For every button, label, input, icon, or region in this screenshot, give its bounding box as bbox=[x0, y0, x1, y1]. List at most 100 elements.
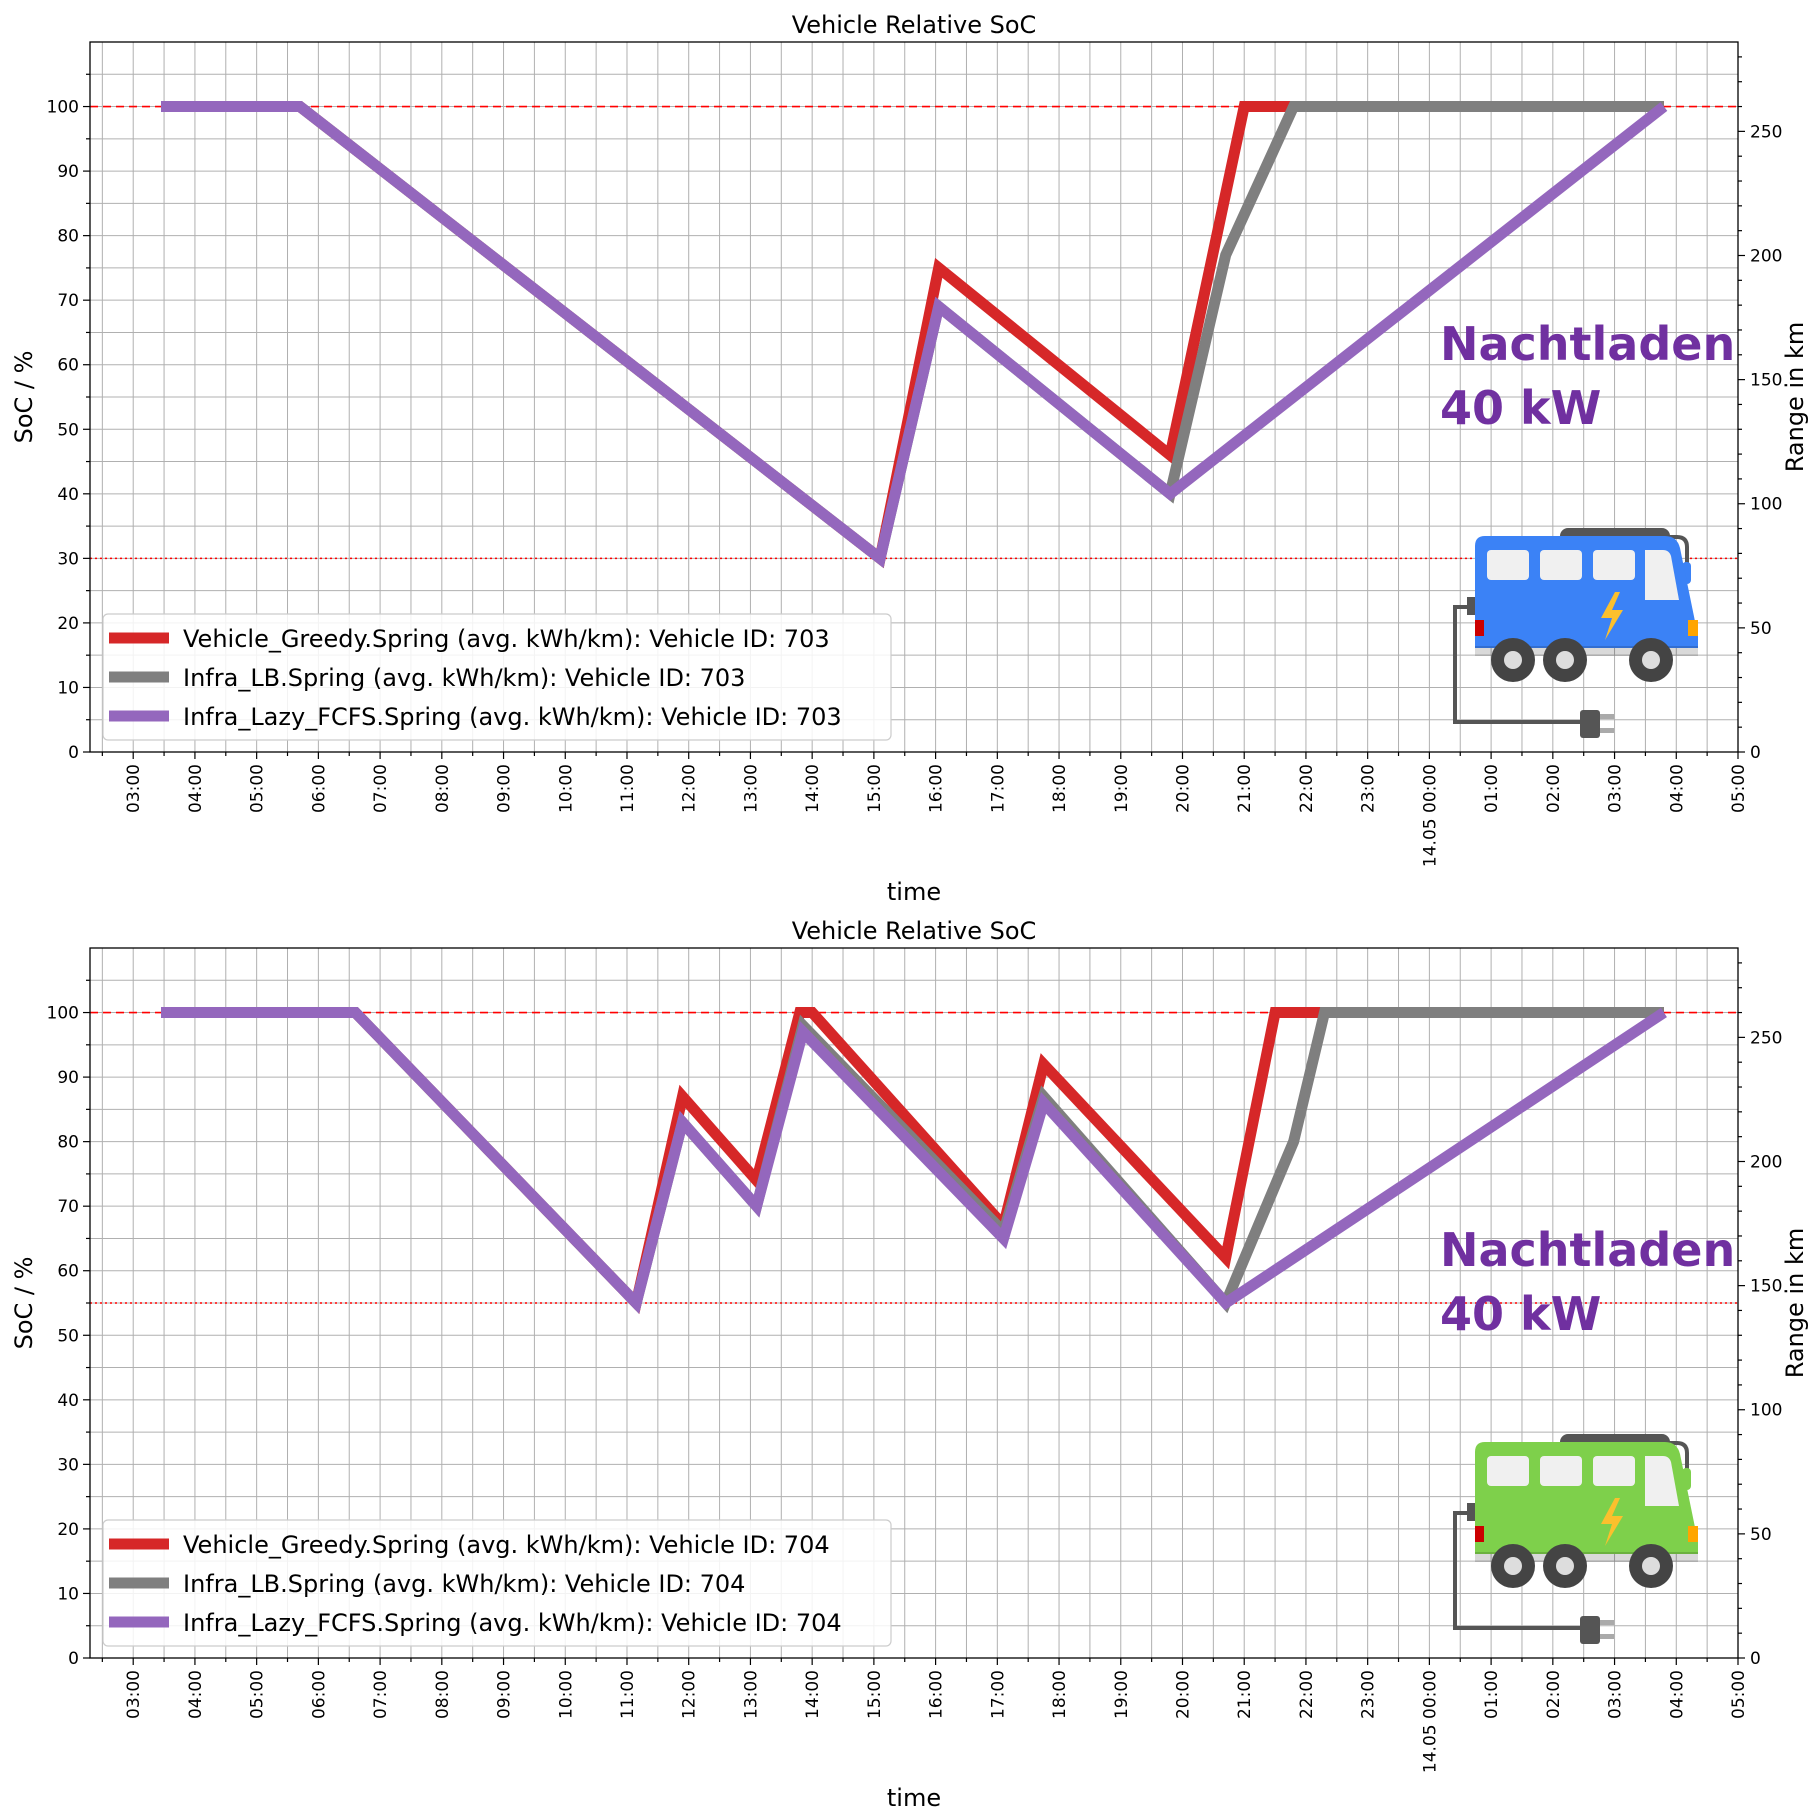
bus-window bbox=[1593, 1456, 1635, 1486]
annotation-line-2: 40 kW bbox=[1440, 381, 1601, 435]
x-tick-label: 06:00 bbox=[309, 764, 329, 813]
x-tick-label: 19:00 bbox=[1112, 1670, 1132, 1719]
y-tick-label: 50 bbox=[57, 1326, 79, 1346]
plug-body bbox=[1580, 1616, 1600, 1644]
x-tick-label: 22:00 bbox=[1297, 764, 1317, 813]
y-tick-label: 80 bbox=[57, 1133, 79, 1153]
lightning-bolt-icon bbox=[1601, 592, 1623, 640]
x-tick-label: 04:00 bbox=[186, 764, 206, 813]
x-tick-label: 07:00 bbox=[371, 764, 391, 813]
legend-box bbox=[102, 613, 892, 741]
y-tick-label: 20 bbox=[57, 614, 79, 634]
y2-tick-label: 50 bbox=[1750, 619, 1772, 639]
x-tick-label: 14:00 bbox=[803, 1670, 823, 1719]
y-tick-label: 90 bbox=[57, 1068, 79, 1088]
plug-pin bbox=[1600, 1634, 1614, 1639]
x-tick-label: 01:00 bbox=[1482, 764, 1502, 813]
y2-tick-label: 150 bbox=[1750, 1277, 1782, 1297]
legend-box bbox=[102, 1519, 892, 1647]
y-axis-label: SoC / % bbox=[10, 351, 38, 444]
x-tick-label: 03:00 bbox=[1606, 764, 1626, 813]
y-tick-label: 60 bbox=[57, 1262, 79, 1282]
x-tick-label: 20:00 bbox=[1173, 764, 1193, 813]
x-tick-label: 05:00 bbox=[1729, 1670, 1749, 1719]
y-tick-label: 0 bbox=[68, 1649, 79, 1669]
y2-tick-label: 0 bbox=[1750, 743, 1761, 763]
y2-axis-label: Range in km bbox=[1781, 1228, 1809, 1378]
head-light bbox=[1688, 620, 1698, 636]
x-tick-label: 03:00 bbox=[124, 764, 144, 813]
charging-cable bbox=[1453, 605, 1585, 724]
x-tick-label: 04:00 bbox=[186, 1670, 206, 1719]
chart-1: 0 10 20 30 40 50 60 70 80 90 100 0 50 100 150 200 250 03:… bbox=[10, 11, 1809, 906]
plug-pin bbox=[1600, 714, 1614, 719]
y-tick-label: 60 bbox=[57, 356, 79, 376]
x-tick-label: 03:00 bbox=[124, 1670, 144, 1719]
x-tick-label: 05:00 bbox=[1729, 764, 1749, 813]
x-tick-label: 20:00 bbox=[1173, 1670, 1193, 1719]
bus-window bbox=[1487, 1456, 1529, 1486]
electric-bus-icon bbox=[1453, 528, 1698, 738]
windshield bbox=[1645, 550, 1679, 600]
x-tick-label: 13:00 bbox=[741, 1670, 761, 1719]
bus-window bbox=[1593, 550, 1635, 580]
y-axis-left: 0 10 20 30 40 50 60 70 80 90 100 bbox=[47, 73, 90, 763]
x-tick-label: 18:00 bbox=[1050, 1670, 1070, 1719]
legend-entry-2: Infra_LB.Spring (avg. kWh/km): Vehicle I… bbox=[183, 664, 745, 692]
y2-tick-label: 250 bbox=[1750, 1028, 1782, 1048]
x-axis: 03:00 04:00 05:00 06:00 07:00 08:00 09:00 10:00… bbox=[101, 1658, 1749, 1773]
y2-tick-label: 250 bbox=[1750, 122, 1782, 142]
x-tick-label: 11:00 bbox=[618, 764, 638, 813]
x-tick-label: 05:00 bbox=[248, 1670, 268, 1719]
bus-skirt bbox=[1475, 646, 1698, 656]
y-tick-label: 100 bbox=[47, 98, 79, 118]
y-axis-label: SoC / % bbox=[10, 1257, 38, 1350]
x-tick-label: 09:00 bbox=[495, 764, 515, 813]
y-tick-label: 0 bbox=[68, 743, 79, 763]
plug-body bbox=[1580, 710, 1600, 738]
x-tick-label: 19:00 bbox=[1112, 764, 1132, 813]
x-tick-label: 23:00 bbox=[1359, 764, 1379, 813]
head-light bbox=[1688, 1526, 1698, 1542]
y2-tick-label: 50 bbox=[1750, 1525, 1772, 1545]
y-tick-label: 50 bbox=[57, 420, 79, 440]
x-tick-label: 08:00 bbox=[433, 1670, 453, 1719]
windshield bbox=[1645, 1456, 1679, 1506]
annotation-line-1: Nachtladen bbox=[1440, 317, 1735, 371]
y-tick-label: 10 bbox=[57, 678, 79, 698]
legend-entry-2: Infra_LB.Spring (avg. kWh/km): Vehicle I… bbox=[183, 1570, 745, 1598]
y2-tick-label: 200 bbox=[1750, 246, 1782, 266]
x-tick-label: 21:00 bbox=[1235, 1670, 1255, 1719]
x-tick-label: 15:00 bbox=[865, 1670, 885, 1719]
y2-tick-label: 0 bbox=[1750, 1649, 1761, 1669]
y-tick-label: 10 bbox=[57, 1584, 79, 1604]
annotation-line-1: Nachtladen bbox=[1440, 1223, 1735, 1277]
tail-light bbox=[1475, 620, 1484, 636]
x-tick-label: 07:00 bbox=[371, 1670, 391, 1719]
wheel-hub bbox=[1556, 651, 1574, 669]
y-tick-label: 20 bbox=[57, 1520, 79, 1540]
plug-pin bbox=[1600, 728, 1614, 733]
bus-window bbox=[1487, 550, 1529, 580]
y-tick-label: 40 bbox=[57, 1391, 79, 1411]
y-tick-label: 100 bbox=[47, 1004, 79, 1024]
x-tick-label: 06:00 bbox=[309, 1670, 329, 1719]
legend-entry-3: Infra_Lazy_FCFS.Spring (avg. kWh/km): Ve… bbox=[183, 703, 842, 731]
plug-pin bbox=[1600, 1620, 1614, 1625]
wheel-hub bbox=[1504, 651, 1522, 669]
x-tick-label: 17:00 bbox=[988, 1670, 1008, 1719]
bus-window bbox=[1540, 1456, 1582, 1486]
tail-light bbox=[1475, 1526, 1484, 1542]
y-axis-right: 0 50 100 150 200 250 bbox=[1738, 56, 1782, 763]
x-tick-label: 23:00 bbox=[1359, 1670, 1379, 1719]
x-tick-label: 14.05 00:00 bbox=[1420, 764, 1440, 867]
x-tick-label: 02:00 bbox=[1544, 1670, 1564, 1719]
x-tick-label: 04:00 bbox=[1667, 764, 1687, 813]
chart-title: Vehicle Relative SoC bbox=[792, 917, 1037, 945]
y-axis-right: 0 50 100 150 200 250 bbox=[1738, 962, 1782, 1669]
chart-title: Vehicle Relative SoC bbox=[792, 11, 1037, 39]
x-tick-label: 14:00 bbox=[803, 764, 823, 813]
y-tick-label: 70 bbox=[57, 1197, 79, 1217]
wheel-hub bbox=[1556, 1557, 1574, 1575]
wheel-hub bbox=[1642, 651, 1660, 669]
